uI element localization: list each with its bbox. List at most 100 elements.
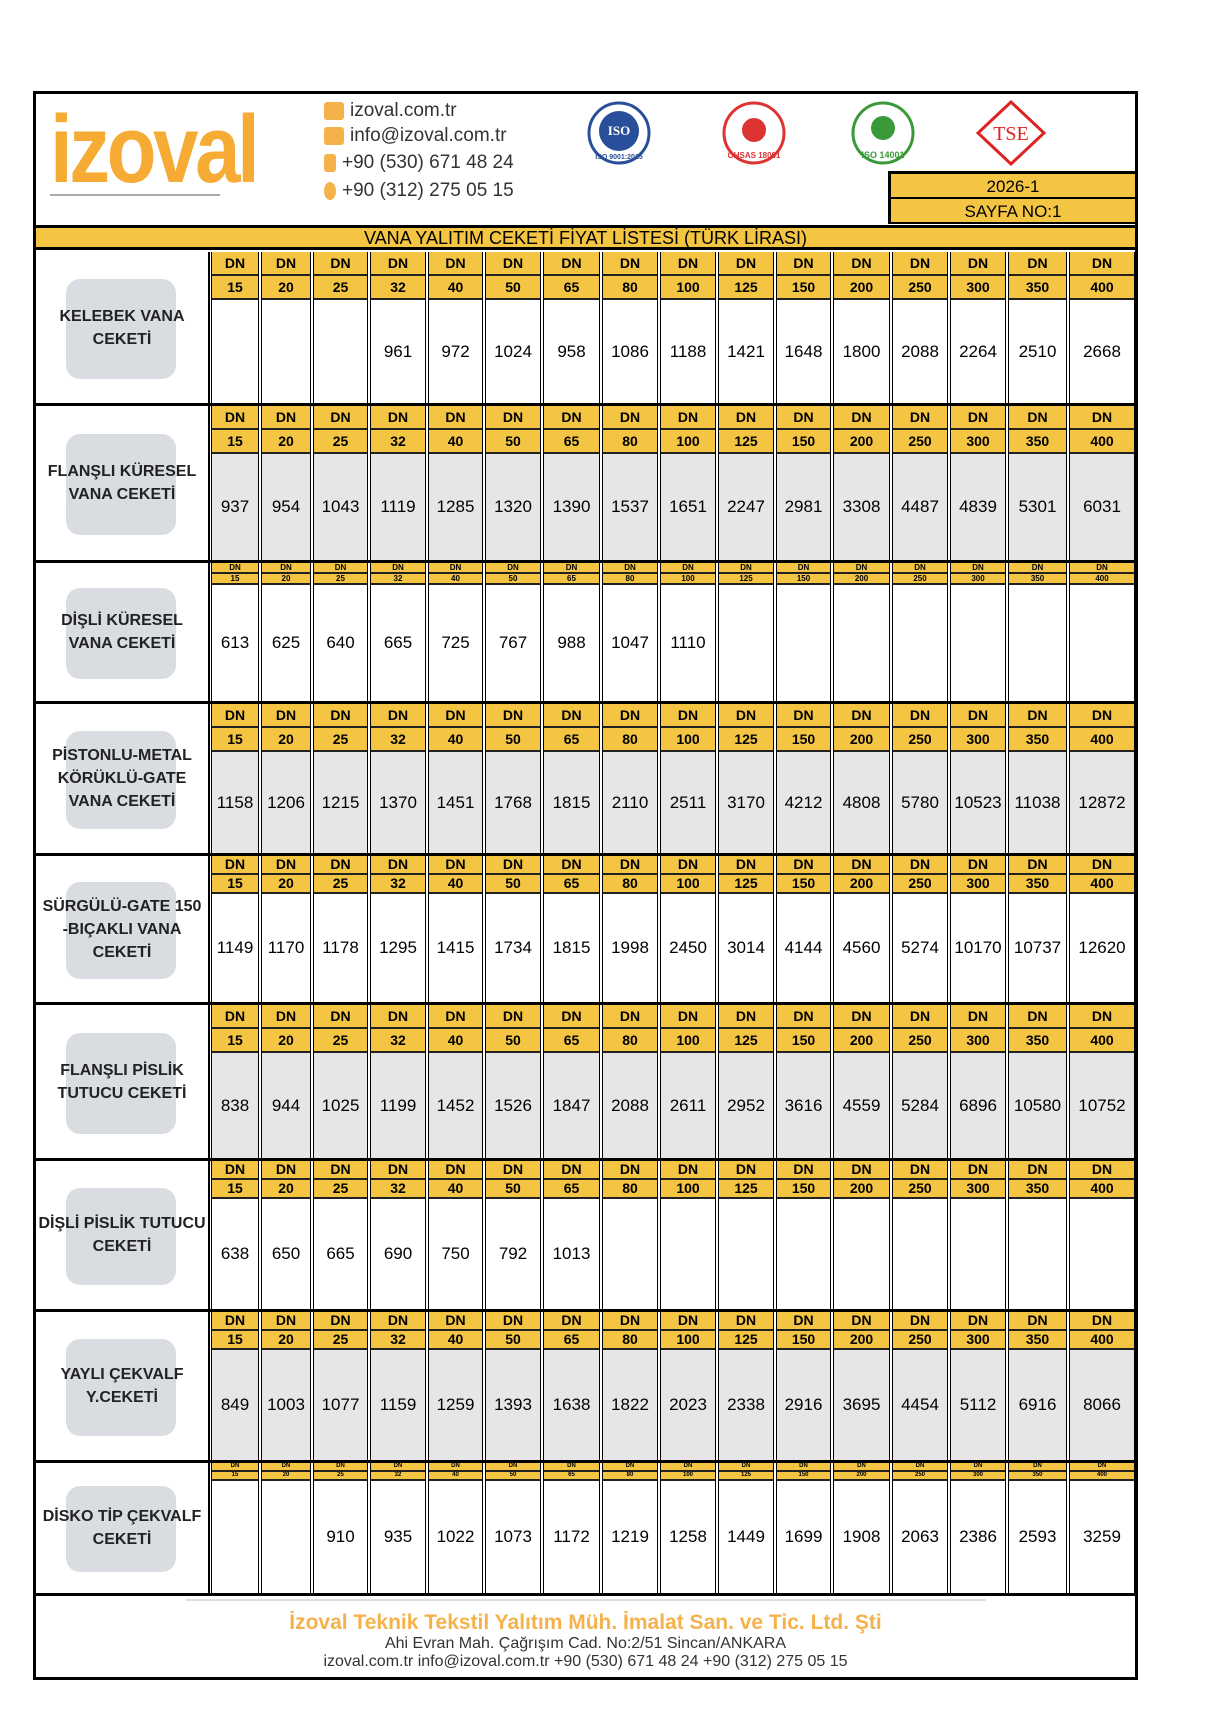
dn-label: DN	[719, 406, 773, 430]
dn-label: DN	[1009, 406, 1066, 430]
size-label: 400	[1070, 728, 1134, 752]
size-label: 40	[429, 728, 482, 752]
size-label: 50	[486, 1029, 540, 1053]
footer-website[interactable]: izoval.com.tr	[323, 1653, 414, 1670]
dn-label: DN	[1070, 1005, 1134, 1029]
price-cell: 1199	[371, 1053, 425, 1158]
size-column: DN 25 1178	[313, 856, 368, 1002]
dn-label: DN	[314, 252, 367, 276]
price-cell: 792	[486, 1199, 540, 1309]
product-image	[66, 433, 176, 536]
dn-label: DN	[314, 1161, 367, 1180]
dn-label: DN	[486, 856, 540, 875]
dn-label: DN	[429, 704, 482, 728]
price-cell	[951, 1199, 1005, 1309]
footer: İzoval Teknik Tekstil Yalıtım Müh. İmala…	[36, 1597, 1135, 1677]
dn-label: DN	[429, 406, 482, 430]
size-column: DN 15 1158	[211, 704, 259, 853]
price-cell: 690	[371, 1199, 425, 1309]
dn-label: DN	[661, 1312, 715, 1331]
footer-email[interactable]: info@izoval.com.tr	[417, 1653, 550, 1670]
iso-14001-logo: ISO 14001	[851, 101, 915, 165]
dn-label: DN	[1009, 856, 1066, 875]
price-cell: 1024	[486, 300, 540, 403]
size-column: DN 350 11038	[1008, 704, 1067, 853]
dn-label: DN	[429, 1463, 482, 1472]
price-cell: 910	[314, 1481, 367, 1593]
size-label: 150	[777, 1472, 830, 1481]
price-cell: 10737	[1009, 894, 1066, 1002]
price-cell: 650	[262, 1199, 310, 1309]
dn-label: DN	[314, 1312, 367, 1331]
product-image	[66, 730, 176, 830]
website[interactable]: izoval.com.tr	[324, 100, 457, 122]
dn-label: DN	[1009, 1312, 1066, 1331]
dn-label: DN	[661, 1161, 715, 1180]
price-list-page: izoval izoval.com.tr info@izoval.com.tr …	[33, 91, 1138, 1680]
size-column: DN 250 5780	[892, 704, 948, 853]
size-column: DN 15	[211, 1463, 259, 1593]
size-column: DN 25	[313, 252, 368, 403]
size-column: DN 400	[1069, 1161, 1135, 1309]
dn-label: DN	[951, 252, 1005, 276]
size-label: 40	[429, 430, 482, 454]
price-cell	[1070, 1199, 1134, 1309]
price-cell: 2981	[777, 454, 830, 560]
header: izoval izoval.com.tr info@izoval.com.tr …	[36, 94, 1135, 225]
dn-label: DN	[314, 406, 367, 430]
size-label: 350	[1009, 1472, 1066, 1481]
size-column: DN 65 1815	[543, 856, 600, 1002]
price-cell: 1768	[486, 752, 540, 853]
price-cell: 3014	[719, 894, 773, 1002]
size-label: 25	[314, 728, 367, 752]
dn-label: DN	[212, 704, 258, 728]
size-column: DN 80 1822	[602, 1312, 658, 1460]
dn-label: DN	[603, 563, 657, 574]
dn-label: DN	[834, 1463, 889, 1472]
dn-label: DN	[777, 1161, 830, 1180]
dn-label: DN	[719, 704, 773, 728]
size-column: DN 350 2593	[1008, 1463, 1067, 1593]
dn-label: DN	[486, 406, 540, 430]
dn-label: DN	[603, 1312, 657, 1331]
price-cell	[834, 585, 889, 701]
size-column: DN 20	[261, 252, 311, 403]
price-cell: 2023	[661, 1350, 715, 1460]
size-column: DN 300 10523	[950, 704, 1006, 853]
size-label: 25	[314, 430, 367, 454]
size-column: DN 65 1847	[543, 1005, 600, 1158]
price-cell: 1370	[371, 752, 425, 853]
dn-label: DN	[661, 856, 715, 875]
price-cell: 725	[429, 585, 482, 701]
size-label: 40	[429, 276, 482, 300]
size-column: DN 200 1908	[833, 1463, 890, 1593]
size-column: DN 250	[892, 1161, 948, 1309]
size-column: DN 50 767	[485, 563, 541, 701]
size-label: 20	[262, 875, 310, 894]
dn-label: DN	[719, 1161, 773, 1180]
size-column: DN 125 1449	[718, 1463, 774, 1593]
dn-label: DN	[212, 1005, 258, 1029]
size-column: DN 200 3695	[833, 1312, 890, 1460]
dn-label: DN	[1009, 1005, 1066, 1029]
dn-label: DN	[371, 1161, 425, 1180]
size-label: 32	[371, 1180, 425, 1199]
dn-label: DN	[212, 856, 258, 875]
iso-9001-caption: ISO 9001:2015	[595, 154, 643, 161]
size-column: DN 100 1258	[660, 1463, 716, 1593]
size-column: DN 80 2088	[602, 1005, 658, 1158]
size-label: 350	[1009, 1029, 1066, 1053]
dn-label: DN	[834, 1312, 889, 1331]
size-column: DN 125 1421	[718, 252, 774, 403]
size-label: 125	[719, 574, 773, 585]
size-column: DN 25 665	[313, 1161, 368, 1309]
size-label: 20	[262, 728, 310, 752]
size-label: 125	[719, 1029, 773, 1053]
size-label: 150	[777, 1029, 830, 1053]
size-label: 250	[893, 1472, 947, 1481]
product-label: KELEBEK VANA CEKETİ	[36, 252, 210, 403]
dn-label: DN	[1009, 704, 1066, 728]
email[interactable]: info@izoval.com.tr	[324, 125, 507, 147]
size-column: DN 40 1022	[428, 1463, 483, 1593]
dn-label: DN	[212, 563, 258, 574]
